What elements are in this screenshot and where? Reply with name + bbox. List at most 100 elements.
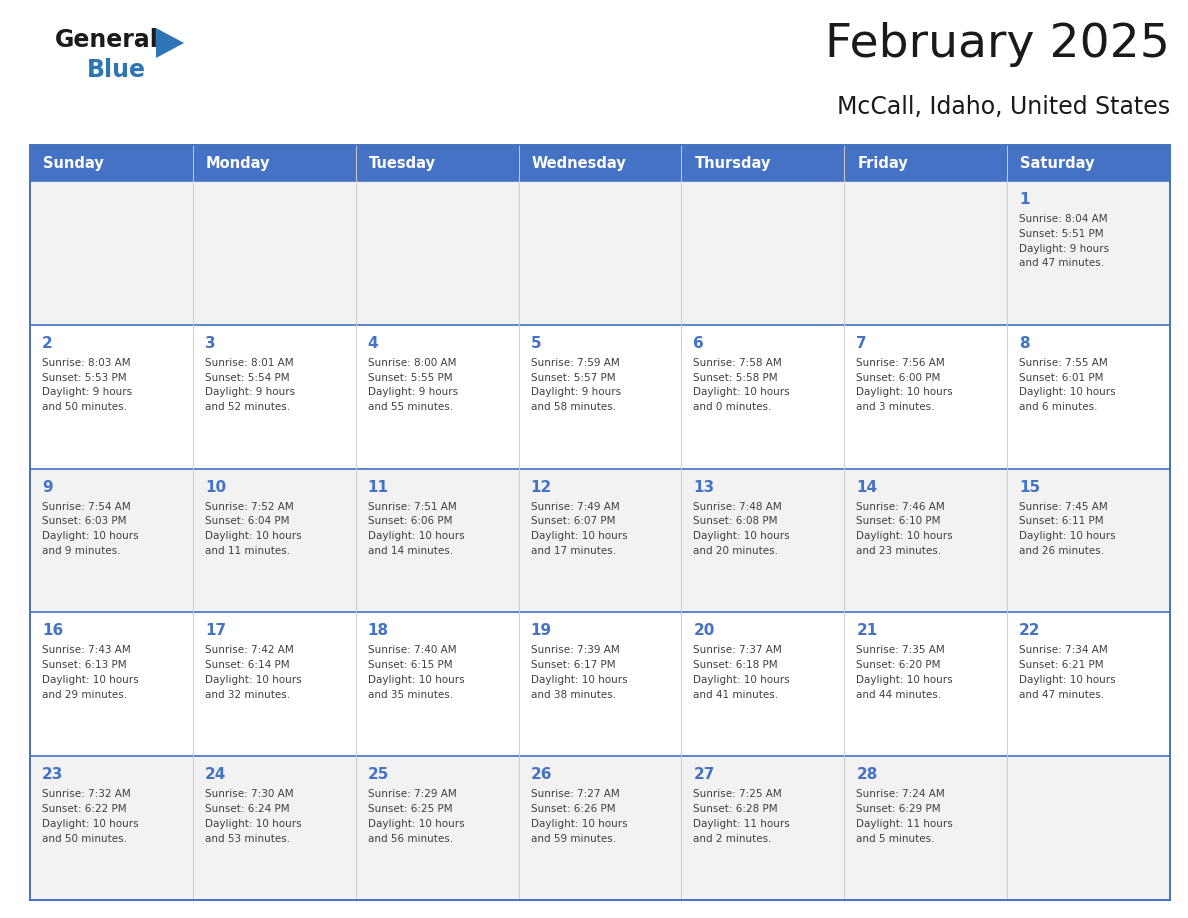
Text: Sunrise: 7:35 AM: Sunrise: 7:35 AM (857, 645, 944, 655)
Bar (355, 325, 519, 468)
Text: and 2 minutes.: and 2 minutes. (694, 834, 772, 844)
Text: Daylight: 10 hours: Daylight: 10 hours (42, 532, 139, 542)
Text: Sunrise: 7:46 AM: Sunrise: 7:46 AM (857, 501, 944, 511)
Bar (30, 468, 192, 612)
Text: and 20 minutes.: and 20 minutes. (694, 546, 778, 556)
Bar (355, 756, 519, 900)
Text: Sunset: 6:26 PM: Sunset: 6:26 PM (531, 804, 615, 814)
Bar (1007, 756, 1170, 900)
Text: Sunrise: 8:04 AM: Sunrise: 8:04 AM (1019, 214, 1107, 224)
Text: Sunset: 6:03 PM: Sunset: 6:03 PM (42, 517, 126, 526)
Text: Daylight: 10 hours: Daylight: 10 hours (1019, 532, 1116, 542)
Text: Sunrise: 7:55 AM: Sunrise: 7:55 AM (1019, 358, 1108, 368)
Text: Sunrise: 7:25 AM: Sunrise: 7:25 AM (694, 789, 782, 800)
Text: Sunrise: 7:56 AM: Sunrise: 7:56 AM (857, 358, 944, 368)
Text: Sunset: 6:07 PM: Sunset: 6:07 PM (531, 517, 615, 526)
Text: Sunrise: 7:58 AM: Sunrise: 7:58 AM (694, 358, 782, 368)
Bar (192, 145, 355, 181)
Text: and 47 minutes.: and 47 minutes. (1019, 258, 1105, 268)
Text: Sunrise: 7:32 AM: Sunrise: 7:32 AM (42, 789, 131, 800)
Text: Daylight: 10 hours: Daylight: 10 hours (857, 675, 953, 685)
Text: Friday: Friday (858, 155, 908, 171)
Bar (682, 612, 845, 756)
Text: and 5 minutes.: and 5 minutes. (857, 834, 935, 844)
Text: Sunrise: 8:01 AM: Sunrise: 8:01 AM (204, 358, 293, 368)
Polygon shape (156, 28, 184, 58)
Text: and 50 minutes.: and 50 minutes. (42, 402, 127, 412)
Text: Daylight: 10 hours: Daylight: 10 hours (694, 387, 790, 397)
Text: Daylight: 9 hours: Daylight: 9 hours (368, 387, 457, 397)
Text: Sunset: 6:00 PM: Sunset: 6:00 PM (857, 373, 941, 383)
Text: Sunset: 6:18 PM: Sunset: 6:18 PM (694, 660, 778, 670)
Text: 22: 22 (1019, 623, 1041, 638)
Bar (1007, 612, 1170, 756)
Text: Sunset: 6:13 PM: Sunset: 6:13 PM (42, 660, 127, 670)
Text: and 23 minutes.: and 23 minutes. (857, 546, 941, 556)
Text: and 44 minutes.: and 44 minutes. (857, 689, 941, 700)
Text: and 55 minutes.: and 55 minutes. (368, 402, 453, 412)
Text: 28: 28 (857, 767, 878, 782)
Text: and 11 minutes.: and 11 minutes. (204, 546, 290, 556)
Text: and 53 minutes.: and 53 minutes. (204, 834, 290, 844)
Text: Daylight: 10 hours: Daylight: 10 hours (857, 387, 953, 397)
Text: and 14 minutes.: and 14 minutes. (368, 546, 453, 556)
Text: Daylight: 10 hours: Daylight: 10 hours (204, 675, 302, 685)
Text: Daylight: 10 hours: Daylight: 10 hours (42, 675, 139, 685)
Bar (845, 756, 1007, 900)
Bar (355, 612, 519, 756)
Text: Sunset: 6:20 PM: Sunset: 6:20 PM (857, 660, 941, 670)
Text: Daylight: 10 hours: Daylight: 10 hours (694, 675, 790, 685)
Bar (192, 181, 355, 325)
Text: and 32 minutes.: and 32 minutes. (204, 689, 290, 700)
Text: Sunrise: 7:48 AM: Sunrise: 7:48 AM (694, 501, 782, 511)
Text: General: General (55, 28, 159, 52)
Text: Sunset: 6:11 PM: Sunset: 6:11 PM (1019, 517, 1104, 526)
Text: 16: 16 (42, 623, 63, 638)
Text: and 3 minutes.: and 3 minutes. (857, 402, 935, 412)
Text: and 0 minutes.: and 0 minutes. (694, 402, 772, 412)
Text: Sunset: 6:06 PM: Sunset: 6:06 PM (368, 517, 453, 526)
Bar (355, 181, 519, 325)
Text: 21: 21 (857, 623, 878, 638)
Text: Sunrise: 7:45 AM: Sunrise: 7:45 AM (1019, 501, 1108, 511)
Text: 12: 12 (531, 479, 551, 495)
Text: Daylight: 11 hours: Daylight: 11 hours (857, 819, 953, 829)
Text: 1: 1 (1019, 192, 1030, 207)
Text: Daylight: 9 hours: Daylight: 9 hours (204, 387, 295, 397)
Text: Sunset: 6:28 PM: Sunset: 6:28 PM (694, 804, 778, 814)
Text: Daylight: 10 hours: Daylight: 10 hours (857, 532, 953, 542)
Text: Saturday: Saturday (1020, 155, 1094, 171)
Text: Daylight: 9 hours: Daylight: 9 hours (42, 387, 132, 397)
Text: Daylight: 10 hours: Daylight: 10 hours (368, 819, 465, 829)
Text: 5: 5 (531, 336, 542, 351)
Text: and 52 minutes.: and 52 minutes. (204, 402, 290, 412)
Text: Daylight: 10 hours: Daylight: 10 hours (531, 532, 627, 542)
Bar (1007, 145, 1170, 181)
Text: Sunset: 5:57 PM: Sunset: 5:57 PM (531, 373, 615, 383)
Text: 27: 27 (694, 767, 715, 782)
Bar (192, 468, 355, 612)
Bar (845, 468, 1007, 612)
Text: 26: 26 (531, 767, 552, 782)
Text: Sunrise: 7:40 AM: Sunrise: 7:40 AM (368, 645, 456, 655)
Bar (682, 181, 845, 325)
Bar (682, 145, 845, 181)
Text: Daylight: 10 hours: Daylight: 10 hours (531, 675, 627, 685)
Text: February 2025: February 2025 (826, 22, 1170, 67)
Text: Sunset: 6:08 PM: Sunset: 6:08 PM (694, 517, 778, 526)
Text: Daylight: 10 hours: Daylight: 10 hours (204, 532, 302, 542)
Text: and 50 minutes.: and 50 minutes. (42, 834, 127, 844)
Bar (1007, 468, 1170, 612)
Text: Sunset: 6:10 PM: Sunset: 6:10 PM (857, 517, 941, 526)
Bar (192, 756, 355, 900)
Text: Blue: Blue (87, 58, 146, 82)
Text: Sunset: 6:01 PM: Sunset: 6:01 PM (1019, 373, 1104, 383)
Text: Sunrise: 7:27 AM: Sunrise: 7:27 AM (531, 789, 619, 800)
Text: Daylight: 10 hours: Daylight: 10 hours (694, 532, 790, 542)
Text: Sunrise: 7:29 AM: Sunrise: 7:29 AM (368, 789, 456, 800)
Text: 20: 20 (694, 623, 715, 638)
Text: Daylight: 10 hours: Daylight: 10 hours (1019, 675, 1116, 685)
Bar (845, 325, 1007, 468)
Text: 8: 8 (1019, 336, 1030, 351)
Bar (519, 612, 682, 756)
